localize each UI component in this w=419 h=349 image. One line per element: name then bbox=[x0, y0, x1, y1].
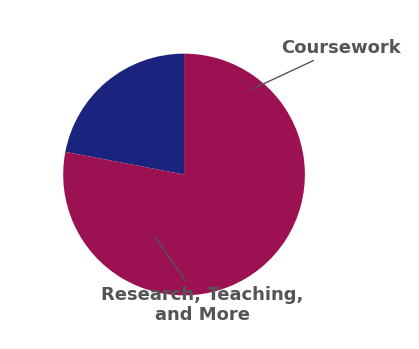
Text: Coursework: Coursework bbox=[253, 39, 401, 89]
Wedge shape bbox=[65, 54, 184, 174]
Text: Research, Teaching,
and More: Research, Teaching, and More bbox=[101, 237, 303, 325]
Wedge shape bbox=[63, 54, 305, 295]
